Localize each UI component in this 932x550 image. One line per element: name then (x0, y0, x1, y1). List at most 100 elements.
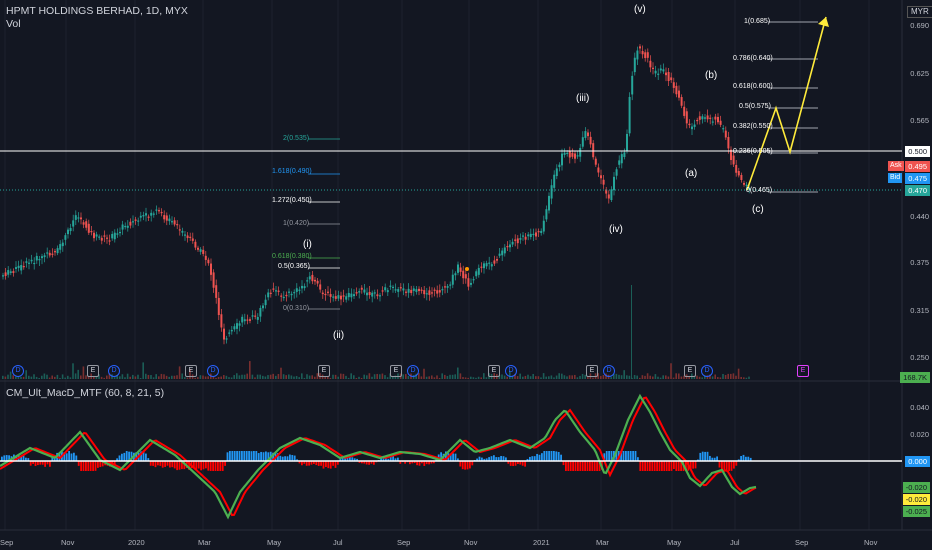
candle-body (470, 282, 472, 285)
dividend-event-icon[interactable]: D (207, 365, 219, 377)
candle-body (290, 293, 293, 296)
volume-label[interactable]: Vol (6, 18, 21, 30)
wave-label-ii[interactable]: (ii) (333, 330, 345, 341)
fib-right-label: 0(0.465) (746, 187, 773, 194)
dividend-event-icon[interactable]: D (603, 365, 615, 377)
earnings-event-icon[interactable]: E (586, 365, 598, 377)
earnings-event-icon[interactable]: E (684, 365, 696, 377)
candle-body (152, 213, 155, 215)
earnings-event-icon[interactable]: E (390, 365, 402, 377)
fib-right-label: 0.786(0.640) (733, 55, 773, 62)
volume-bar (737, 368, 740, 379)
volume-bar (535, 376, 537, 379)
volume-bar (464, 377, 467, 379)
macd-histogram-bar (351, 457, 354, 461)
macd-histogram-bar (627, 451, 630, 461)
macd-histogram-bar (310, 461, 313, 465)
candle-body (568, 151, 571, 158)
candle-body (69, 228, 72, 232)
volume-bar (189, 369, 191, 379)
earnings-event-icon[interactable]: E (318, 365, 330, 377)
macd-histogram-bar (694, 461, 697, 469)
volume-bar (485, 377, 488, 379)
volume-bar (124, 377, 126, 379)
candle-body (220, 314, 223, 328)
macd-histogram-bar (75, 455, 78, 461)
wave-label-a[interactable]: (a) (685, 168, 698, 179)
wave-label-c[interactable]: (c) (752, 204, 764, 215)
candle-body (233, 326, 236, 330)
candle-body (605, 189, 608, 194)
candle-body (204, 255, 207, 260)
candle-body (90, 230, 93, 233)
fibonacci-lines[interactable] (308, 21, 818, 310)
macd-histogram-bar (68, 451, 70, 461)
macd-histogram-bar (689, 461, 692, 470)
candle-body (82, 222, 85, 225)
dividend-event-icon[interactable]: D (407, 365, 419, 377)
volume-bar (402, 374, 404, 379)
macd-histogram-bar (445, 451, 447, 461)
earnings-event-icon[interactable]: E (87, 365, 99, 377)
candle-body (163, 215, 166, 220)
candle-body (2, 275, 4, 277)
macd-histogram-bar (500, 455, 502, 461)
wave-label-b[interactable]: (b) (705, 70, 718, 81)
volume-bar (433, 377, 436, 379)
indicator-label[interactable]: CM_Ult_MacD_MTF (60, 8, 21, 5) (6, 387, 165, 399)
earnings-event-icon[interactable]: E (488, 365, 500, 377)
macd-histogram-bar (557, 451, 560, 461)
macd-histogram-bar (291, 455, 294, 461)
candle-body (620, 154, 623, 164)
candle-body (433, 289, 436, 291)
macd-histogram-bar (159, 461, 162, 466)
volume-bar (93, 375, 95, 379)
candle-body (579, 147, 582, 157)
dividend-event-icon[interactable]: D (108, 365, 120, 377)
volume-bar (706, 375, 709, 379)
candle-body (524, 236, 527, 240)
dividend-event-icon[interactable]: D (12, 365, 24, 377)
macd-histogram-bar (22, 455, 25, 461)
volume-bar (217, 376, 220, 379)
macd-histogram-bar (296, 459, 298, 461)
dividend-event-icon[interactable]: D (505, 365, 517, 377)
symbol-title[interactable]: HPMT HOLDINGS BERHAD, 1D, MYX (6, 5, 188, 17)
candle-body (288, 291, 290, 293)
dividend-event-icon[interactable]: D (701, 365, 713, 377)
candle-body (498, 253, 501, 256)
volume-bar (311, 375, 313, 379)
projection-path[interactable] (746, 16, 827, 191)
candle-body (35, 255, 38, 261)
volume-bar (243, 374, 246, 379)
wave-label-iv[interactable]: (iv) (609, 224, 623, 235)
candle-body (301, 285, 303, 289)
macd-histogram-bar (176, 461, 178, 471)
volume-bar (665, 375, 667, 379)
macd-histogram-bar (368, 461, 370, 465)
macd-histogram-bar (157, 461, 159, 466)
volume-bar (633, 375, 636, 379)
macd-histogram-bar (320, 461, 322, 466)
candle-body (683, 106, 686, 116)
earnings-event-upcoming-icon[interactable]: E (797, 365, 809, 377)
volume-bar (719, 377, 722, 379)
candle-body (496, 259, 498, 261)
wave-label-v[interactable]: (v) (634, 4, 646, 15)
macd-histogram-bar (370, 461, 373, 464)
earnings-event-icon[interactable]: E (185, 365, 197, 377)
fib-left-label: 1(0.420) (283, 220, 310, 227)
macd-histogram-bar (709, 455, 711, 461)
wave-label-iii[interactable]: (iii) (576, 93, 590, 104)
candle-body (423, 290, 426, 295)
candle-body (633, 57, 636, 73)
candle-body (392, 286, 394, 289)
candle-body (264, 299, 267, 306)
candle-body (262, 305, 264, 309)
macd-histogram-bar (135, 452, 138, 461)
wave-label-i[interactable]: (i) (303, 239, 312, 250)
currency-label[interactable]: MYR (907, 6, 932, 18)
macd-line (0, 393, 757, 520)
volume-bar (639, 377, 641, 379)
